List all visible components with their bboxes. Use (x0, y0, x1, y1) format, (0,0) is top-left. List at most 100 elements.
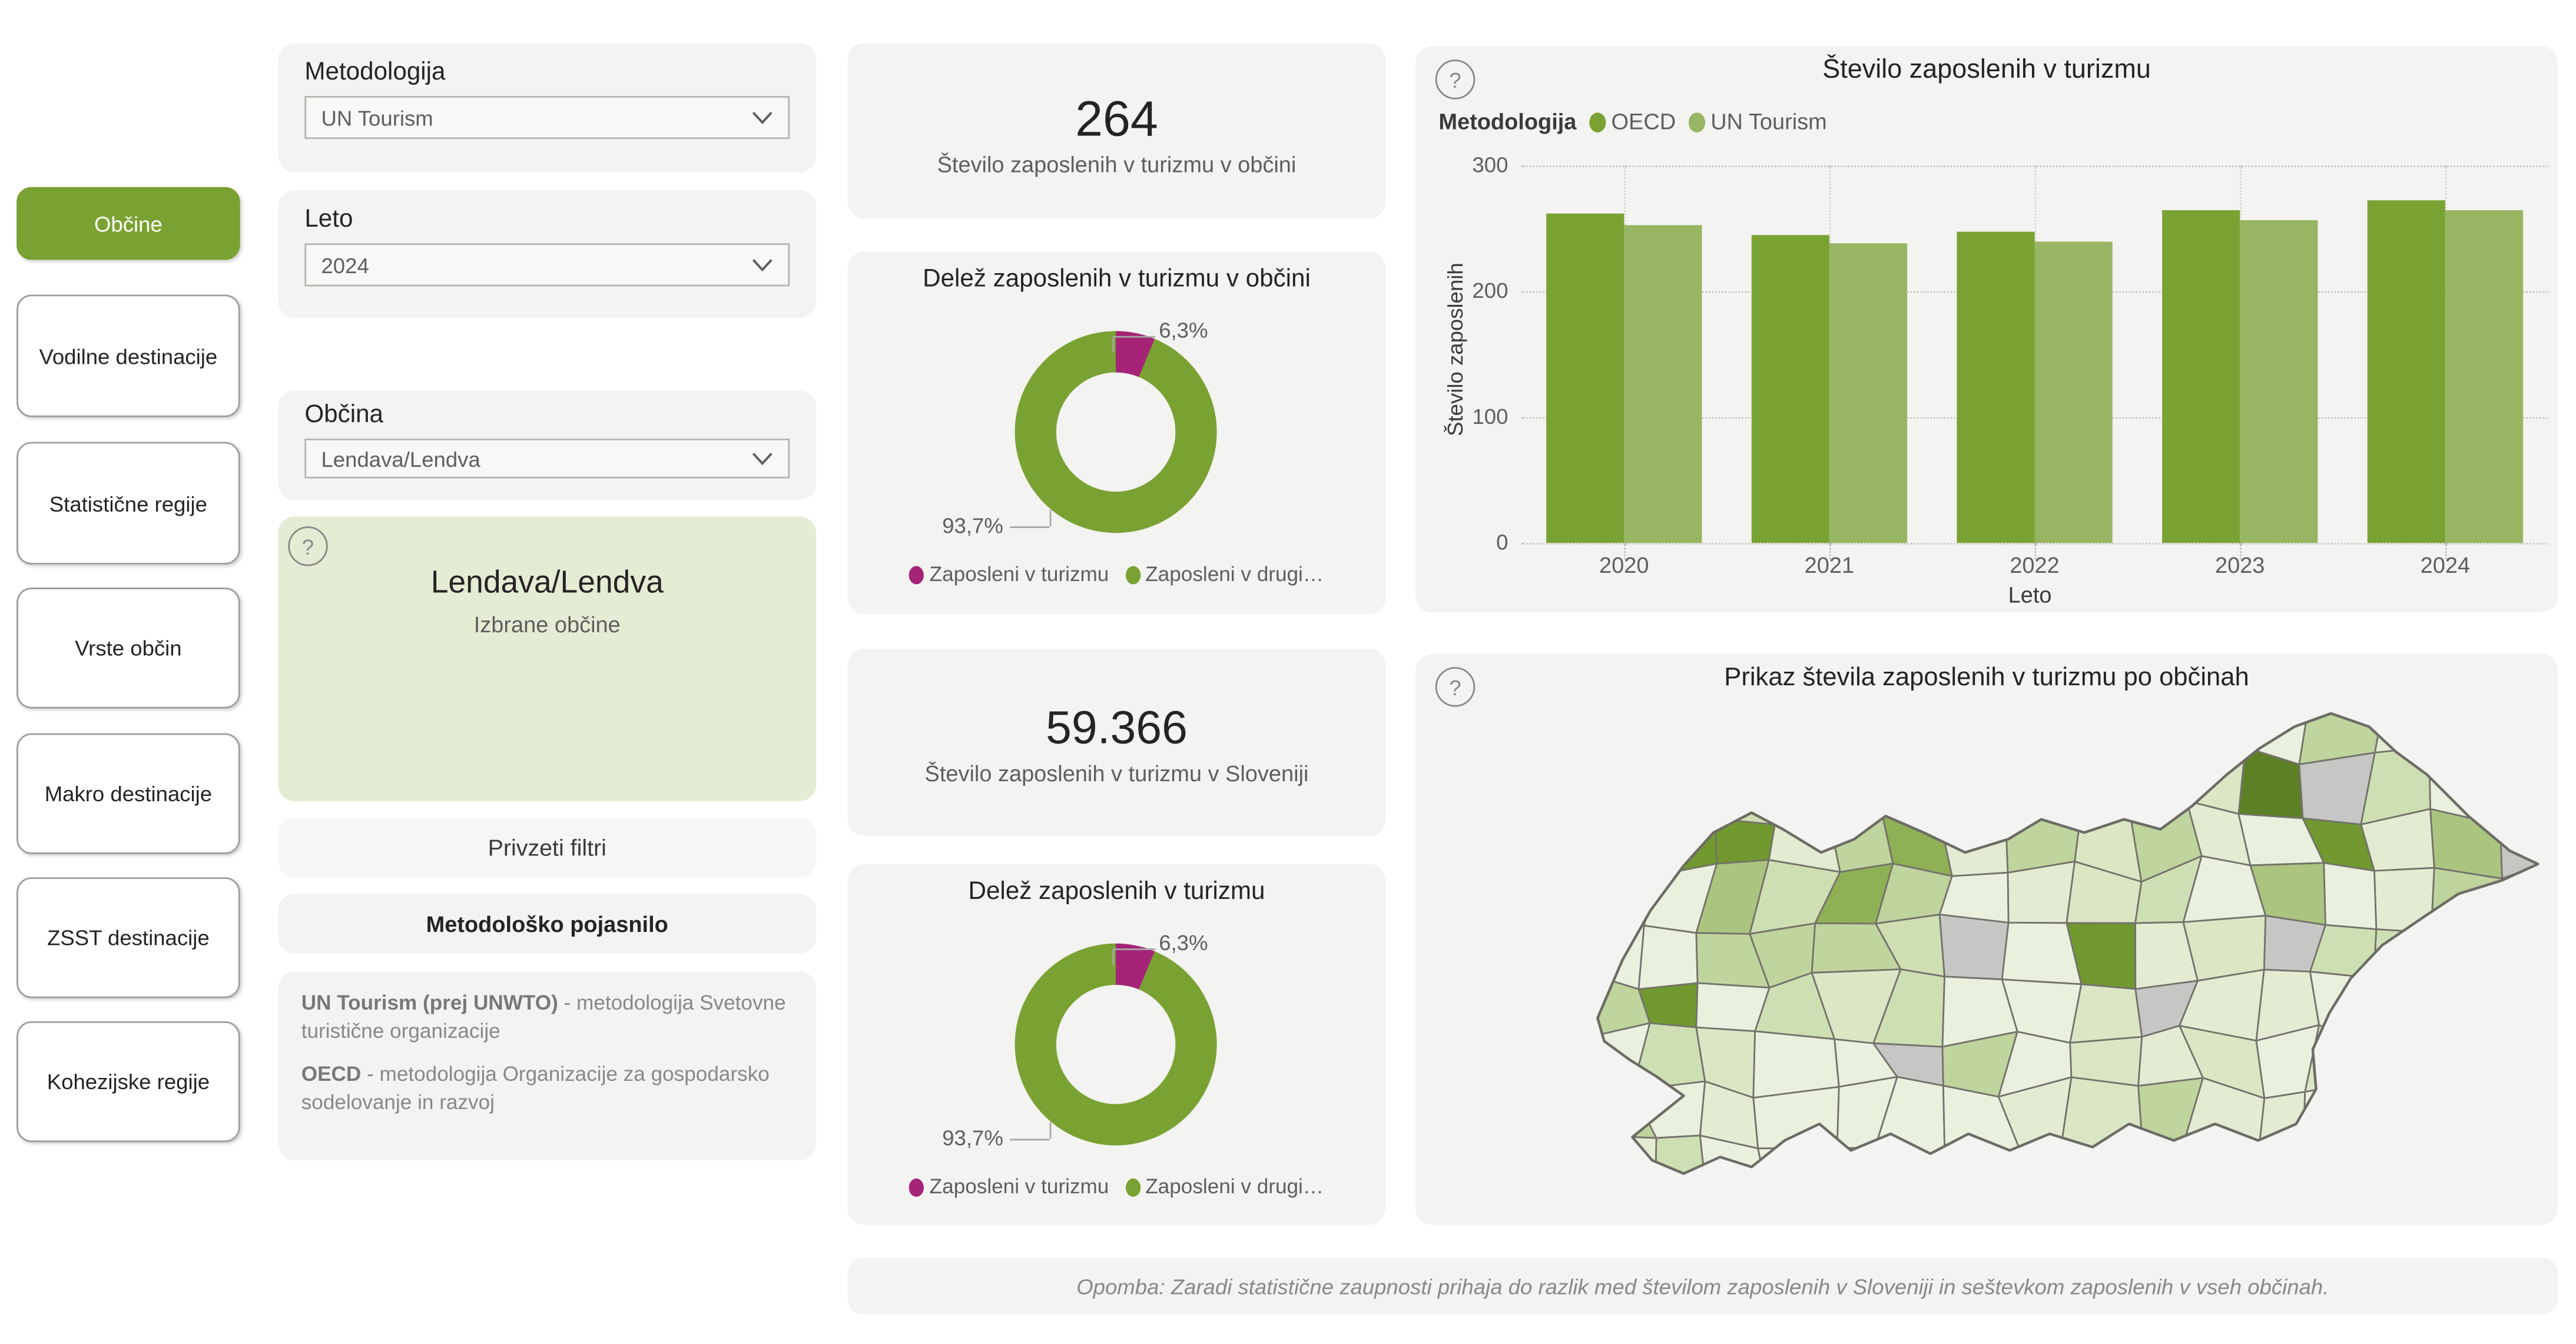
municipality-cell[interactable] (1581, 703, 1647, 772)
sidebar-item-vodilne-destinacije[interactable]: Vodilne destinacije (16, 294, 240, 417)
municipality-cell[interactable] (2115, 703, 2203, 769)
municipality-cell[interactable] (1818, 759, 1891, 804)
sidebar-item-kohezijske-regije[interactable]: Kohezijske regije (16, 1021, 240, 1143)
municipality-cell[interactable] (2373, 928, 2438, 979)
municipality-cell[interactable] (2180, 1153, 2259, 1200)
legend-item[interactable]: Zaposleni v turizmu (909, 1175, 1109, 1199)
municipality-cell[interactable] (2381, 1077, 2428, 1143)
sidebar-item-zsst-destinacije[interactable]: ZSST destinacije (16, 877, 240, 998)
municipality-cell[interactable] (1626, 768, 1716, 820)
municipality-cell[interactable] (2370, 1039, 2431, 1099)
municipality-cell[interactable] (2067, 749, 2132, 818)
municipality-cell[interactable] (2370, 973, 2438, 1048)
municipality-cell[interactable] (2067, 703, 2119, 751)
bar-oecd-2021[interactable] (1751, 234, 1829, 543)
municipality-cell[interactable] (1581, 761, 1646, 810)
donut-chart[interactable] (1015, 331, 1217, 533)
municipality-cell[interactable] (1879, 752, 1949, 804)
sidebar-item-vrste-ob-in[interactable]: Vrste občin (16, 588, 240, 709)
help-icon[interactable]: ? (1435, 667, 1476, 707)
obcina-dropdown[interactable]: Lendava/Lendva (304, 439, 790, 479)
help-icon[interactable]: ? (1435, 59, 1476, 99)
municipality-cell[interactable] (2373, 703, 2431, 754)
bar-oecd-2020[interactable] (1546, 213, 1624, 543)
municipality-cell[interactable] (1757, 1147, 1838, 1200)
methodology-note-button[interactable]: Metodološko pojasnilo (278, 894, 817, 954)
bar-un-tourism-2020[interactable] (1624, 225, 1702, 543)
sidebar-item-makro-destinacije[interactable]: Makro destinacije (16, 733, 240, 854)
bar-oecd-2024[interactable] (2367, 200, 2445, 543)
municipality-cell[interactable] (1700, 759, 1776, 825)
legend-item[interactable]: Zaposleni v turizmu (909, 563, 1109, 586)
municipality-cell[interactable] (1874, 1147, 1958, 1200)
municipality-cell[interactable] (2121, 1151, 2204, 1200)
municipality-cell[interactable] (2257, 1091, 2306, 1157)
donut-chart[interactable] (1015, 943, 1217, 1146)
chart-legend-item[interactable]: OECD (1589, 109, 1676, 134)
municipality-cell[interactable] (2373, 867, 2435, 934)
municipality-cell[interactable] (1998, 749, 2082, 812)
municipality-cell[interactable] (2489, 1084, 2558, 1158)
municipality-cell[interactable] (2422, 703, 2505, 755)
municipality-cell[interactable] (2323, 862, 2378, 930)
municipality-cell[interactable] (1818, 703, 1891, 762)
municipality-cell[interactable] (2237, 1138, 2305, 1200)
municipality-cell[interactable] (1998, 703, 2077, 766)
municipality-cell[interactable] (2302, 1138, 2386, 1200)
sidebar-item-ob-ine[interactable]: Občine (16, 187, 240, 260)
municipality-cell[interactable] (1882, 703, 1954, 761)
municipality-cell[interactable] (2054, 1151, 2144, 1200)
municipality-cell[interactable] (1581, 924, 1645, 990)
legend-item[interactable]: Zaposleni v drugi… (1125, 1175, 1324, 1199)
municipality-cell[interactable] (1581, 804, 1657, 880)
municipality-cell[interactable] (2069, 983, 2143, 1044)
municipality-cell[interactable] (2422, 1084, 2498, 1135)
municipality-cell[interactable] (1938, 914, 2010, 981)
municipality-cell[interactable] (1772, 703, 1821, 762)
x-tick-label: 2024 (2420, 553, 2471, 578)
municipality-cell[interactable] (2489, 1133, 2558, 1200)
chart-legend-item[interactable]: UN Tourism (1689, 109, 1827, 134)
municipality-cell[interactable] (1654, 1134, 1708, 1200)
bar-un-tourism-2023[interactable] (2240, 220, 2318, 543)
bar-oecd-2022[interactable] (1957, 231, 2035, 543)
municipality-cell[interactable] (1772, 759, 1827, 825)
municipality-cell[interactable] (1699, 703, 1775, 771)
municipality-cell[interactable] (2428, 973, 2499, 1041)
municipality-cell[interactable] (1833, 1147, 1889, 1200)
municipality-cell[interactable] (2430, 867, 2504, 934)
municipality-cell[interactable] (2494, 746, 2558, 826)
help-icon[interactable]: ? (288, 526, 328, 566)
municipality-cell[interactable] (2497, 911, 2558, 984)
municipality-cell[interactable] (1935, 752, 2006, 805)
bar-un-tourism-2022[interactable] (2034, 241, 2113, 543)
municipality-cell[interactable] (2422, 1133, 2502, 1200)
municipality-cell[interactable] (2007, 861, 2076, 924)
municipality-cell[interactable] (2485, 1026, 2558, 1103)
municipality-cell[interactable] (2378, 1133, 2451, 1200)
choropleth-map[interactable] (1581, 703, 2558, 1200)
legend-item[interactable]: Zaposleni v drugi… (1125, 563, 1324, 586)
municipality-cell[interactable] (1947, 703, 2019, 766)
municipality-cell[interactable] (2494, 703, 2558, 755)
bar-un-tourism-2024[interactable] (2445, 211, 2524, 543)
municipality-cell[interactable] (2485, 970, 2558, 1037)
municipality-cell[interactable] (1581, 1022, 1651, 1091)
bar-un-tourism-2021[interactable] (1829, 243, 1908, 543)
municipality-cell[interactable] (1637, 924, 1699, 990)
slovenia-municipalities-map[interactable] (1581, 703, 2558, 1200)
municipality-cell[interactable] (2430, 928, 2499, 984)
bar-oecd-2023[interactable] (2162, 209, 2240, 543)
municipality-cell[interactable] (2426, 1026, 2498, 1099)
municipality-cell[interactable] (1944, 1154, 2024, 1200)
municipality-cell[interactable] (2058, 1076, 2144, 1156)
leto-dropdown[interactable]: 2024 (304, 243, 790, 287)
municipality-cell[interactable] (1626, 703, 1702, 772)
municipality-cell[interactable] (2007, 1154, 2061, 1200)
default-filters-button[interactable]: Privzeti filtri (278, 817, 817, 878)
municipality-cell[interactable] (1752, 1086, 1840, 1150)
municipality-cell[interactable] (1581, 1083, 1657, 1139)
metodologija-dropdown[interactable]: UN Tourism (304, 96, 790, 140)
municipality-cell[interactable] (1581, 1134, 1657, 1200)
sidebar-item-statisti-ne-regije[interactable]: Statistične regije (16, 442, 240, 565)
